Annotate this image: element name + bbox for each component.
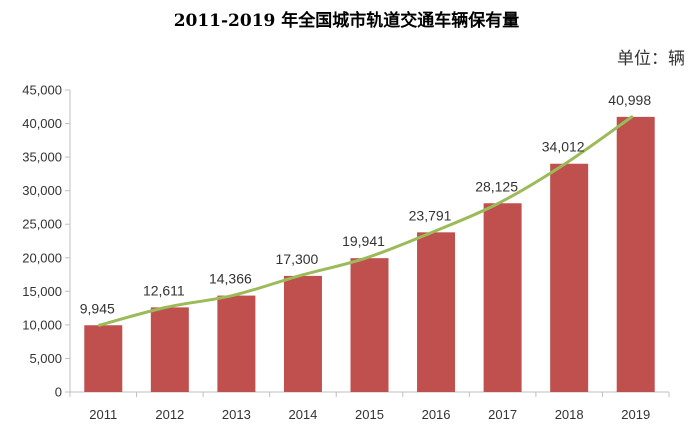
- data-label-2014: 17,300: [276, 251, 319, 267]
- trend-line-group: [97, 115, 634, 327]
- bar-2016: [417, 232, 456, 392]
- chart-title: 2011-2019 年全国城市轨道交通车辆保有量: [173, 11, 520, 31]
- bar-2013: [217, 295, 256, 392]
- y-tick-label: 15,000: [22, 284, 62, 299]
- y-tick-label: 0: [55, 385, 62, 400]
- bar-2015: [350, 258, 389, 392]
- data-label-2012: 12,611: [143, 282, 185, 298]
- bar-2019: [616, 116, 655, 393]
- y-tick-label: 5,000: [29, 351, 62, 366]
- bar-2012: [150, 307, 189, 392]
- bar-2014: [283, 275, 322, 392]
- y-tick-label: 10,000: [22, 317, 62, 332]
- data-label-2015: 19,941: [342, 233, 385, 249]
- y-tick-label: 30,000: [22, 183, 62, 198]
- x-tick-label: 2019: [621, 407, 650, 422]
- x-tick-label: 2012: [155, 407, 184, 422]
- x-tick-label: 2016: [422, 407, 451, 422]
- y-tick-label: 25,000: [22, 217, 62, 232]
- data-labels: 9,945 12,611 14,366 17,300 19,941 23,791 28,12…: [80, 92, 652, 316]
- data-label-2011: 9,945: [80, 300, 115, 316]
- x-tick-label: 2018: [555, 407, 584, 422]
- bar-2018: [550, 163, 589, 392]
- x-tick-label: 2014: [288, 407, 317, 422]
- data-label-2016: 23,791: [409, 207, 452, 223]
- unit-label: 单位：辆: [617, 49, 685, 69]
- x-tick-label: 2017: [488, 407, 517, 422]
- bar-2017: [483, 203, 522, 392]
- bar-2011: [84, 325, 123, 392]
- y-tick-label: 35,000: [22, 150, 62, 165]
- bars: [84, 116, 655, 393]
- data-label-2013: 14,366: [209, 271, 252, 287]
- data-label-2019: 40,998: [608, 92, 651, 108]
- data-label-2017: 28,125: [475, 178, 518, 194]
- x-tick-label: 2013: [222, 407, 251, 422]
- trend-line: [97, 115, 634, 327]
- y-tick-label: 40,000: [22, 116, 62, 131]
- data-label-2018: 34,012: [542, 139, 585, 155]
- y-tick-label: 20,000: [22, 250, 62, 265]
- x-tick-label: 2011: [89, 407, 117, 422]
- y-tick-label: 45,000: [22, 83, 62, 98]
- x-tick-label: 2015: [355, 407, 384, 422]
